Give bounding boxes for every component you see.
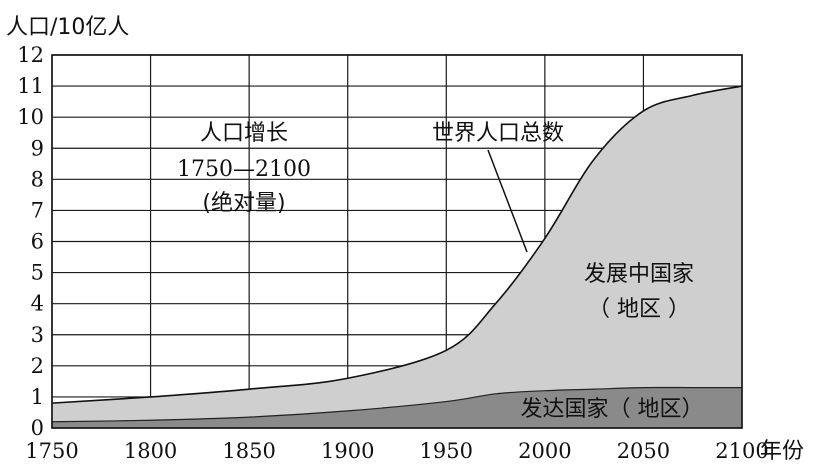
x-tick-label: 1800 [124, 439, 177, 463]
annotation-developing-line2: （ 地区 ） [588, 297, 690, 322]
series-world-total-line [51, 85, 743, 404]
y-tick-label: 11 [17, 74, 44, 98]
y-tick-label: 7 [31, 198, 44, 222]
x-axis-label: 年份 [760, 439, 804, 464]
x-tick-label: 1850 [222, 439, 275, 463]
annotation-growth-title: 人口增长 [200, 121, 288, 146]
y-tick-label: 6 [31, 230, 44, 254]
y-tick-label: 1 [31, 385, 44, 409]
x-tick-label: 2100 [715, 439, 768, 463]
areas [51, 54, 743, 429]
series-developed-line [51, 386, 742, 423]
series-developing-area [52, 86, 742, 428]
annotation-world-total: 世界人口总数 [432, 121, 564, 146]
y-tick-label: 9 [31, 136, 44, 160]
x-tick-label: 2050 [617, 439, 670, 463]
y-tick-label: 8 [31, 167, 44, 191]
x-tick-label: 1900 [321, 439, 374, 463]
annotation-growth-range: 1750—2100 [177, 157, 311, 182]
y-tick-label: 12 [17, 43, 44, 67]
x-tick-label: 1750 [25, 439, 78, 463]
y-tick-label: 5 [31, 261, 44, 285]
y-tick-label: 3 [31, 323, 44, 347]
y-tick-label: 10 [17, 105, 44, 129]
world-total-pointer [487, 149, 528, 253]
annotation-growth-note: (绝对量) [202, 191, 285, 216]
series-developed-area [52, 387, 742, 428]
y-tick-label: 2 [31, 354, 44, 378]
y-tick-label: 4 [31, 292, 44, 316]
annotation-developed: 发达国家（ 地区） [521, 397, 704, 422]
y-axis-label: 人口/10亿人 [6, 15, 129, 40]
x-tick-label: 2000 [518, 439, 571, 463]
plot-frame [51, 54, 743, 429]
x-tick-label: 1950 [420, 439, 473, 463]
annotation-developing-line1: 发展中国家 [584, 262, 694, 287]
y-tick-label: 0 [31, 416, 44, 440]
